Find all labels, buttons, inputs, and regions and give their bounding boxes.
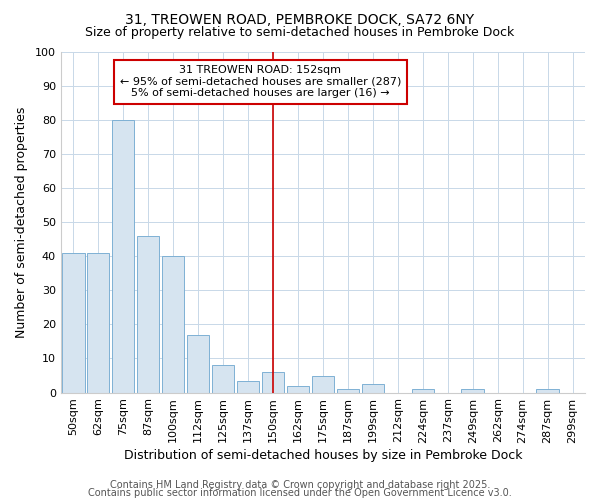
Bar [311,376,334,392]
Bar [337,389,359,392]
Bar [412,389,434,392]
Text: Contains HM Land Registry data © Crown copyright and database right 2025.: Contains HM Land Registry data © Crown c… [110,480,490,490]
Bar [461,389,484,392]
Text: 31, TREOWEN ROAD, PEMBROKE DOCK, SA72 6NY: 31, TREOWEN ROAD, PEMBROKE DOCK, SA72 6N… [125,12,475,26]
Text: Contains public sector information licensed under the Open Government Licence v3: Contains public sector information licen… [88,488,512,498]
Bar [237,380,259,392]
Bar [362,384,384,392]
Text: Size of property relative to semi-detached houses in Pembroke Dock: Size of property relative to semi-detach… [85,26,515,39]
Bar [162,256,184,392]
Bar [536,389,559,392]
Bar [262,372,284,392]
Y-axis label: Number of semi-detached properties: Number of semi-detached properties [15,106,28,338]
X-axis label: Distribution of semi-detached houses by size in Pembroke Dock: Distribution of semi-detached houses by … [124,450,522,462]
Bar [137,236,160,392]
Bar [287,386,309,392]
Bar [212,366,234,392]
Bar [87,252,109,392]
Bar [62,252,85,392]
Text: 31 TREOWEN ROAD: 152sqm
← 95% of semi-detached houses are smaller (287)
5% of se: 31 TREOWEN ROAD: 152sqm ← 95% of semi-de… [120,65,401,98]
Bar [187,334,209,392]
Bar [112,120,134,392]
